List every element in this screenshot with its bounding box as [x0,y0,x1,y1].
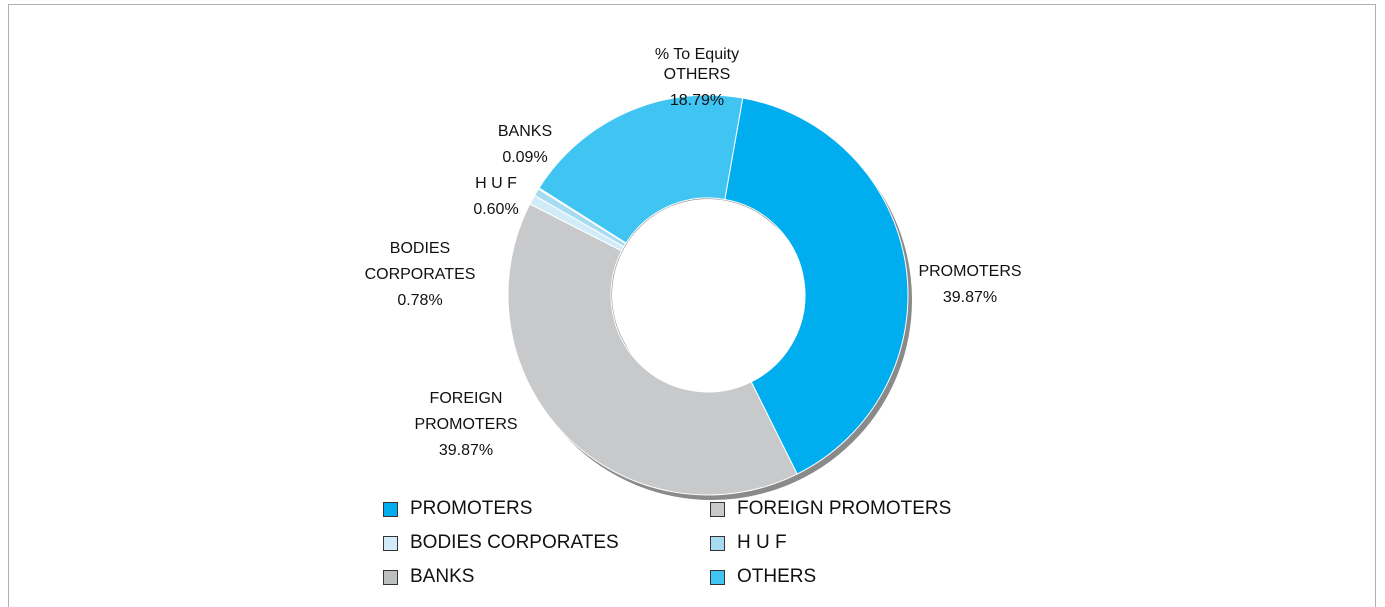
slice-name: PROMOTERS [918,263,1022,280]
slice-value: 18.79% [669,92,725,109]
slice-label: OTHERS 18.79% [632,62,762,114]
legend-label: OTHERS [737,566,817,587]
legend-swatch [710,501,725,517]
slice-label: H U F 0.60% [431,171,561,223]
chart-title: % To Equity [654,46,740,63]
slice-label: PROMOTERS 39.87% [870,259,1070,311]
legend-label: FOREIGN PROMOTERS [737,498,952,519]
slice-value: 39.87% [438,442,494,459]
slice-name: OTHERS [663,66,731,83]
slice-label: FOREIGN PROMOTERS 39.87% [406,386,526,464]
legend-swatch [710,535,725,551]
legend-label: BANKS [410,566,475,587]
legend-label: H U F [737,532,787,553]
legend-item: OTHERS [710,566,816,588]
legend-swatch [383,535,398,551]
legend-item: BANKS [383,566,474,588]
slice-value: 0.60% [473,201,519,218]
slice-value: 0.78% [397,292,443,309]
slice-value: 0.09% [502,149,548,166]
slice [724,97,909,475]
slice-value: 39.87% [942,289,998,306]
legend-item: H U F [710,532,787,554]
legend-item: FOREIGN PROMOTERS [710,498,951,520]
slice-label: BANKS 0.09% [460,119,590,171]
slice [538,94,744,244]
hole [612,199,804,391]
slice [507,203,798,496]
frame [8,4,1376,607]
legend-label: PROMOTERS [410,498,533,519]
legend-item: BODIES CORPORATES [383,532,619,554]
slice-label: BODIES CORPORATES 0.78% [360,236,480,314]
legend-label: BODIES CORPORATES [410,532,619,553]
legend-swatch [383,501,398,517]
slice-name: BODIES CORPORATES [364,240,476,283]
legend-swatch [710,569,725,585]
legend-swatch [383,569,398,585]
legend-item: PROMOTERS [383,498,532,520]
slice-name: FOREIGN PROMOTERS [414,390,518,433]
slice-name: H U F [475,175,517,192]
slice-name: BANKS [497,123,553,140]
